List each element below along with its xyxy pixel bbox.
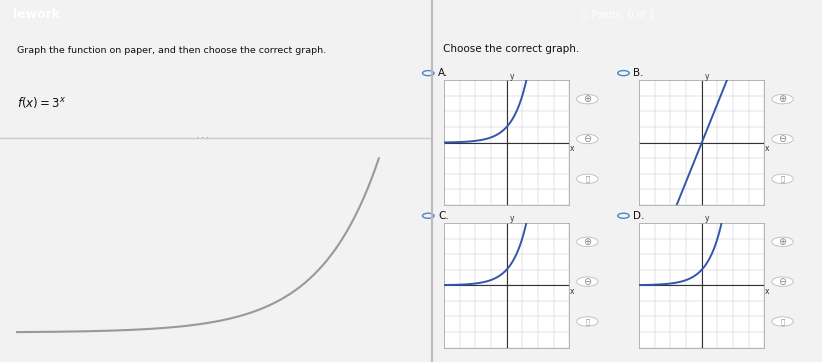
Text: ⊖: ⊖ — [584, 134, 591, 144]
Text: x: x — [765, 144, 769, 153]
Text: · · ·: · · · — [197, 135, 209, 140]
Text: ○ Points: 0 of 1: ○ Points: 0 of 1 — [580, 10, 655, 20]
Text: A.: A. — [438, 68, 449, 78]
Text: x: x — [570, 287, 575, 296]
Text: ⛶: ⛶ — [585, 318, 589, 325]
Text: ⊕: ⊕ — [778, 237, 787, 247]
Text: y: y — [705, 72, 709, 81]
Text: y: y — [510, 214, 515, 223]
Text: Choose the correct graph.: Choose the correct graph. — [443, 44, 580, 54]
Text: ⊖: ⊖ — [778, 134, 787, 144]
Text: B.: B. — [634, 68, 644, 78]
Text: ⛶: ⛶ — [780, 176, 785, 182]
Text: ⊕: ⊕ — [778, 94, 787, 104]
Text: y: y — [705, 214, 709, 223]
Text: ⛶: ⛶ — [585, 176, 589, 182]
Text: $f(x) = 3^x$: $f(x) = 3^x$ — [17, 95, 67, 110]
Text: lework: lework — [13, 8, 60, 21]
Text: ⊕: ⊕ — [584, 94, 591, 104]
Text: C.: C. — [438, 211, 449, 221]
Text: ⊕: ⊕ — [584, 237, 591, 247]
Text: D.: D. — [634, 211, 644, 221]
Text: y: y — [510, 72, 515, 81]
Text: ⛶: ⛶ — [780, 318, 785, 325]
Text: ⊖: ⊖ — [584, 277, 591, 287]
Text: Graph the function on paper, and then choose the correct graph.: Graph the function on paper, and then ch… — [17, 46, 326, 55]
Text: ⊖: ⊖ — [778, 277, 787, 287]
Text: x: x — [570, 144, 575, 153]
Text: x: x — [765, 287, 769, 296]
